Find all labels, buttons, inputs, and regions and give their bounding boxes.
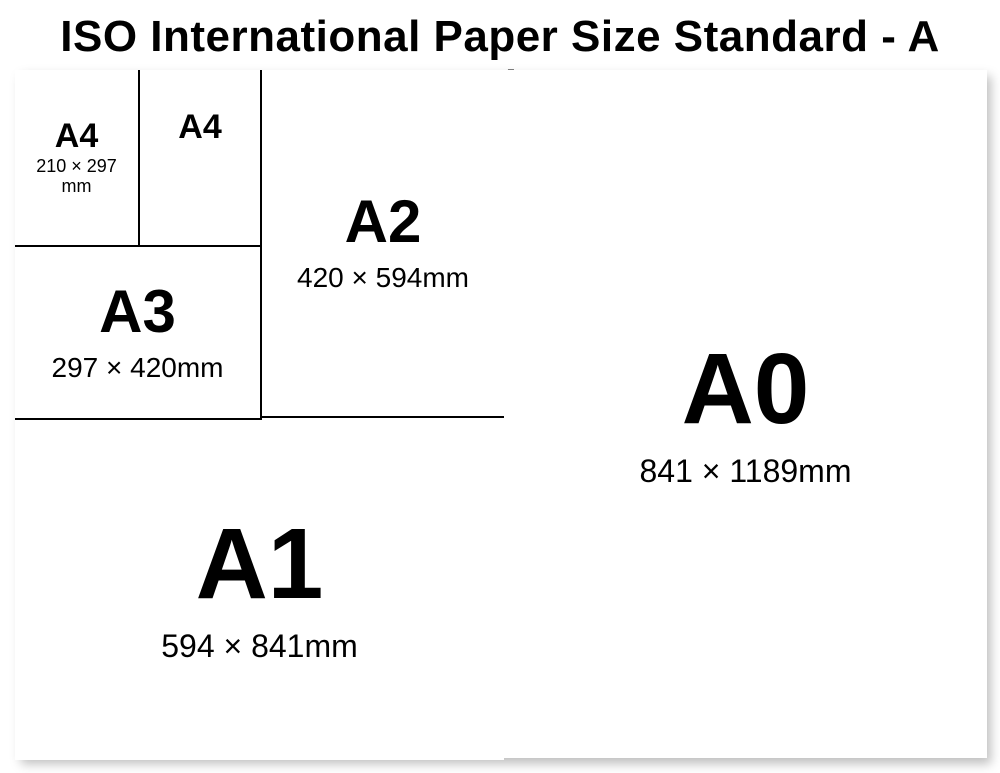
- label-a3-name: A3: [99, 282, 176, 342]
- label-a4-left-name: A4: [55, 119, 98, 153]
- label-a2-dimensions: 420 × 594mm: [297, 262, 469, 294]
- label-a4-left-dimensions-line1: 210 × 297: [36, 157, 117, 177]
- paper-size-diagram: A0 841 × 1189mm A1 594 × 841mm A2 420 × …: [15, 70, 985, 758]
- box-a4-left: A4 210 × 297 mm: [15, 70, 140, 247]
- box-a3: A3 297 × 420mm: [15, 245, 262, 420]
- page: ISO International Paper Size Standard - …: [0, 0, 1000, 773]
- label-a1-dimensions: 594 × 841mm: [161, 628, 358, 665]
- label-a2-name: A2: [345, 192, 422, 252]
- label-a1-name: A1: [196, 514, 324, 614]
- box-a1: A1 594 × 841mm: [15, 416, 504, 760]
- label-a4-right-name: A4: [178, 110, 221, 144]
- label-a0-dimensions: 841 × 1189mm: [640, 453, 852, 490]
- box-a0: A0 841 × 1189mm: [502, 70, 987, 758]
- box-a2: A2 420 × 594mm: [260, 70, 504, 418]
- box-a4-right: A4: [138, 70, 262, 247]
- label-a0-name: A0: [682, 339, 810, 439]
- label-a4-left-dimensions-line2: mm: [62, 177, 92, 197]
- label-a3-dimensions: 297 × 420mm: [52, 352, 224, 384]
